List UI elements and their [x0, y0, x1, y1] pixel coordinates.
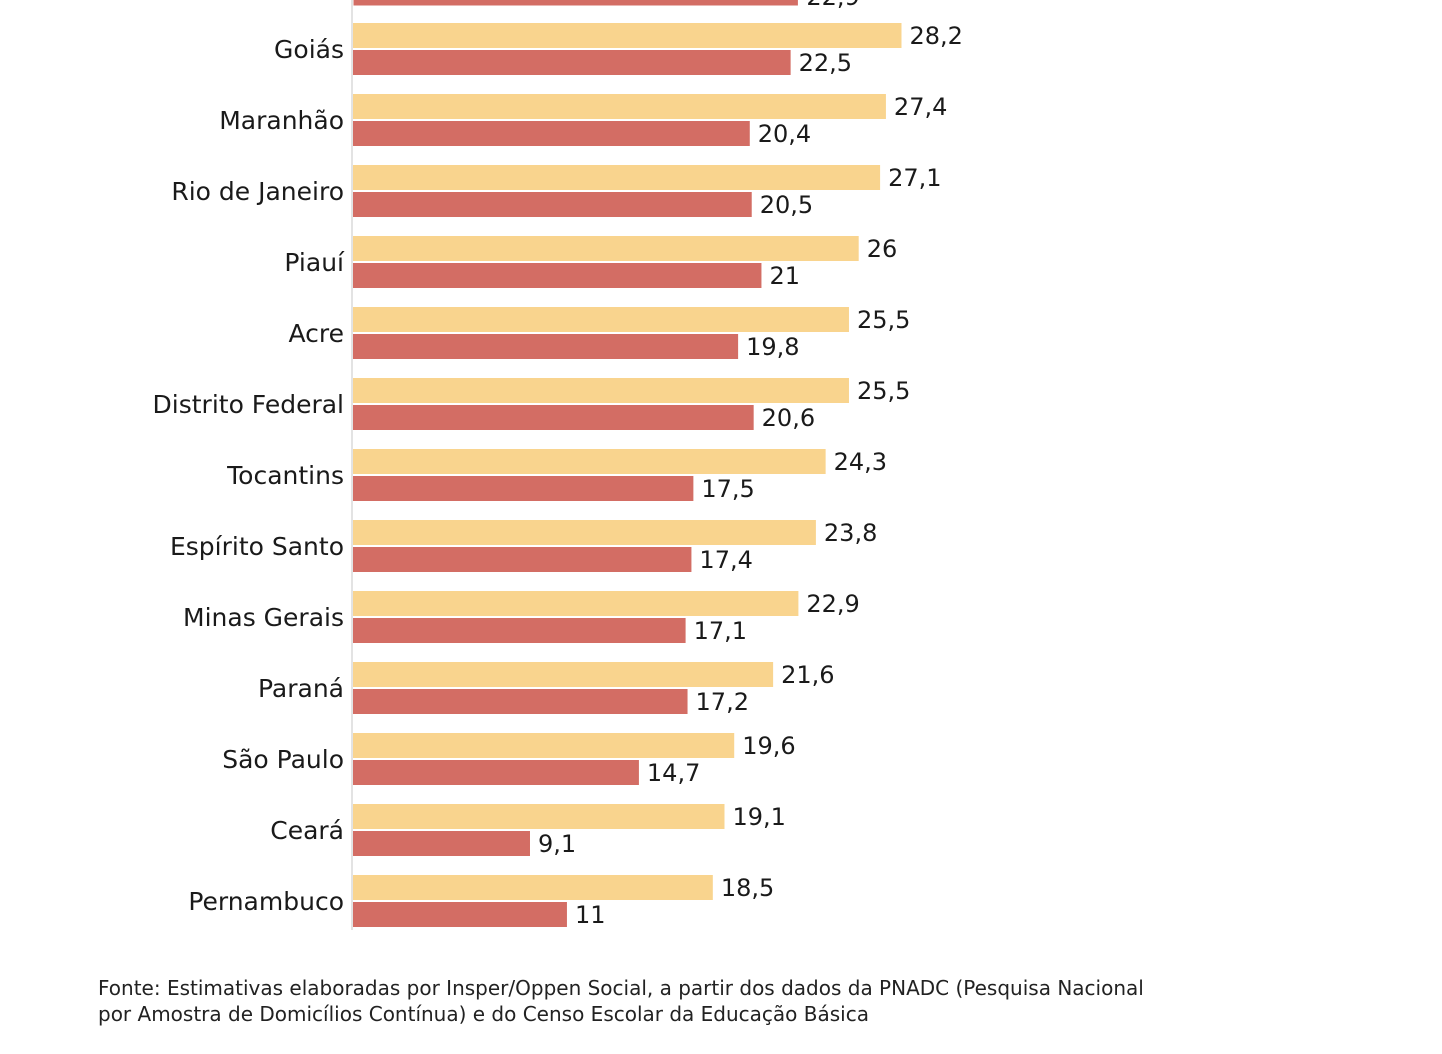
value-label-series-1: 19,6 — [742, 732, 795, 760]
bar-series-2 — [353, 192, 752, 217]
bar-series-1 — [353, 733, 735, 758]
bar-series-1 — [353, 662, 774, 687]
bar-series-1 — [353, 94, 886, 119]
bar-series-2 — [353, 618, 686, 643]
category-label: Ceará — [270, 816, 344, 845]
bar-series-2 — [353, 121, 750, 146]
value-label-series-2: 17,5 — [701, 475, 754, 503]
value-label-series-2: 19,8 — [746, 333, 799, 361]
value-label-series-2: 20,4 — [758, 120, 811, 148]
value-label-series-1: 28,2 — [909, 22, 962, 50]
bar-series-1 — [353, 449, 826, 474]
value-label-series-1: 22,9 — [806, 590, 859, 618]
bar-partial-top — [352, 0, 799, 7]
value-label-series-2: 20,5 — [760, 191, 813, 219]
value-label-series-2: 22,5 — [799, 49, 852, 77]
value-label-series-1: 27,4 — [894, 93, 947, 121]
bar-series-1 — [353, 804, 725, 829]
bar-series-2 — [353, 263, 762, 288]
category-label: São Paulo — [222, 745, 344, 774]
value-label-series-2: 20,6 — [762, 404, 815, 432]
category-label: Rio de Janeiro — [171, 177, 344, 206]
value-label-series-1: 24,3 — [834, 448, 887, 476]
bar-series-1 — [353, 520, 816, 545]
value-label-series-2: 14,7 — [647, 759, 700, 787]
category-label: Maranhão — [219, 106, 344, 135]
bar-series-1 — [353, 307, 849, 332]
source-note: Fonte: Estimativas elaboradas por Insper… — [98, 975, 1198, 1027]
bar-series-1 — [353, 875, 713, 900]
category-label: Distrito Federal — [153, 390, 344, 419]
value-label-series-1: 18,5 — [721, 874, 774, 902]
bar-series-1 — [353, 236, 859, 261]
bar-series-1 — [353, 23, 902, 48]
value-label-series-2: 21 — [769, 262, 800, 290]
bar-series-2 — [353, 547, 692, 572]
bar-series-1 — [353, 591, 799, 616]
category-label: Piauí — [284, 248, 345, 277]
bar-series-1 — [353, 378, 849, 403]
category-label: Espírito Santo — [170, 532, 344, 561]
value-label-series-2: 11 — [575, 901, 606, 929]
source-line-2: por Amostra de Domicílios Contínua) e do… — [98, 1002, 869, 1026]
category-label: Goiás — [274, 35, 344, 64]
bar-series-2 — [353, 476, 694, 501]
value-label-series-1: 19,1 — [732, 803, 785, 831]
bar-series-2 — [353, 902, 567, 927]
category-label: Minas Gerais — [183, 603, 344, 632]
bar-series-2 — [353, 760, 639, 785]
value-label-series-1: 23,8 — [824, 519, 877, 547]
value-label-series-1: 21,6 — [781, 661, 834, 689]
source-line-1: Fonte: Estimativas elaboradas por Insper… — [98, 976, 1144, 1000]
category-label: Paraná — [258, 674, 344, 703]
bar-chart: 22,9 Goiás 28,2 22,5 Maranhão 27,4 20,4 Rio de … — [153, 0, 963, 930]
category-label: Pernambuco — [188, 887, 344, 916]
value-label-series-1: 25,5 — [857, 306, 910, 334]
category-label: Tocantins — [226, 461, 344, 490]
bar-series-2 — [353, 50, 791, 75]
value-label-series-1: 25,5 — [857, 377, 910, 405]
bar-series-2 — [353, 334, 739, 359]
value-label-series-2: 17,2 — [696, 688, 749, 716]
bar-series-2 — [353, 831, 530, 856]
value-label-series-2: 9,1 — [538, 830, 576, 858]
category-label: Acre — [288, 319, 344, 348]
value-label-series-2: 17,1 — [694, 617, 747, 645]
value-label-series-1: 27,1 — [888, 164, 941, 192]
value-label-series-2: 17,4 — [699, 546, 752, 574]
bar-series-2 — [353, 689, 688, 714]
value-label-partial-top: 22,9 — [806, 0, 859, 11]
bar-series-2 — [353, 405, 754, 430]
value-label-series-1: 26 — [867, 235, 898, 263]
bar-series-1 — [353, 165, 881, 190]
